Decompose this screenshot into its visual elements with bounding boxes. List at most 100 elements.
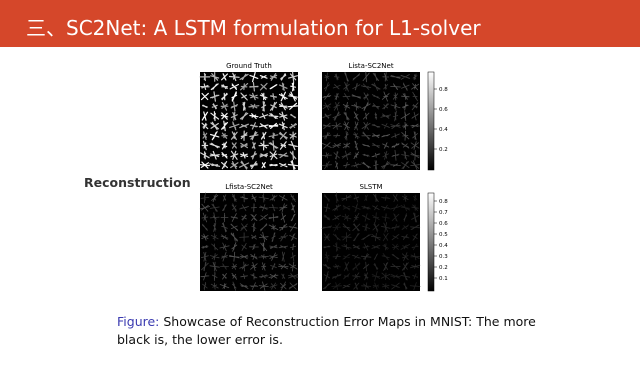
- colorbar-tick-label: 0.4: [439, 127, 448, 133]
- stroke: [390, 263, 401, 270]
- stroke: [288, 91, 298, 102]
- stroke: [231, 193, 237, 202]
- stroke: [258, 281, 269, 291]
- image: [200, 72, 298, 170]
- stroke: [402, 193, 409, 202]
- stroke: [380, 113, 391, 119]
- image-texture: [321, 71, 420, 170]
- stroke: [278, 91, 288, 102]
- stroke: [221, 92, 228, 101]
- stroke: [352, 73, 360, 81]
- stroke: [412, 131, 418, 141]
- stroke: [268, 113, 279, 119]
- stroke: [269, 252, 278, 261]
- stroke: [401, 262, 409, 271]
- stroke: [249, 122, 258, 130]
- stroke: [209, 142, 220, 149]
- stroke: [209, 150, 220, 160]
- stroke: [231, 142, 237, 149]
- stroke: [361, 101, 371, 112]
- stroke: [372, 222, 380, 233]
- colorbar-tick-label: 0.2: [439, 265, 448, 271]
- stroke: [211, 271, 218, 282]
- caption-label: Figure:: [117, 314, 160, 329]
- stroke: [371, 233, 381, 242]
- stroke: [248, 103, 260, 109]
- stroke: [412, 273, 418, 280]
- stroke: [390, 102, 401, 111]
- stroke: [239, 254, 249, 260]
- stroke: [382, 243, 389, 251]
- stroke: [322, 142, 332, 149]
- stroke: [373, 160, 379, 170]
- stroke: [290, 252, 296, 262]
- stroke: [402, 122, 409, 130]
- stroke: [289, 131, 297, 140]
- stroke: [231, 91, 238, 102]
- stroke: [251, 234, 257, 240]
- stroke: [382, 150, 389, 160]
- stroke: [202, 223, 208, 231]
- stroke: [278, 245, 288, 249]
- stroke: [240, 130, 248, 141]
- stroke: [287, 159, 299, 171]
- stroke: [353, 151, 360, 159]
- stroke: [332, 204, 342, 212]
- stroke: [371, 94, 380, 99]
- stroke: [333, 101, 340, 111]
- colorbar-tick-label: 0.3: [439, 254, 448, 260]
- stroke: [240, 92, 248, 101]
- stroke: [390, 274, 401, 279]
- stroke: [381, 194, 391, 201]
- stroke: [240, 83, 249, 91]
- stroke: [382, 103, 390, 110]
- stroke: [249, 131, 259, 141]
- stroke: [353, 233, 360, 242]
- stroke: [322, 93, 332, 100]
- stroke: [332, 254, 341, 260]
- stroke: [343, 111, 350, 121]
- stroke: [239, 232, 249, 242]
- stroke: [353, 282, 360, 290]
- stroke: [222, 273, 227, 280]
- stroke: [219, 283, 230, 289]
- stroke: [251, 141, 256, 150]
- stroke: [290, 213, 296, 222]
- stroke: [278, 131, 288, 140]
- stroke: [341, 150, 352, 160]
- stroke: [334, 73, 340, 81]
- stroke: [269, 163, 278, 167]
- stroke: [230, 213, 238, 222]
- stroke: [371, 152, 381, 158]
- stroke: [352, 223, 361, 232]
- stroke: [322, 122, 331, 129]
- stroke: [391, 143, 400, 148]
- colorbar-tick-label: 0.6: [439, 221, 448, 227]
- stroke: [261, 101, 267, 112]
- stroke: [321, 161, 332, 170]
- stroke: [241, 243, 247, 251]
- stroke: [240, 273, 248, 279]
- stroke: [240, 223, 248, 232]
- stroke: [362, 143, 370, 148]
- stroke: [239, 204, 249, 211]
- stroke: [230, 150, 239, 160]
- stroke: [200, 92, 209, 101]
- stroke: [278, 121, 288, 131]
- colorbar-tick-label: 0.5: [439, 232, 448, 238]
- stroke: [239, 283, 249, 289]
- stroke: [352, 244, 360, 250]
- stroke: [403, 282, 408, 290]
- panel-title: SLSTM: [359, 183, 382, 191]
- stroke: [361, 234, 371, 240]
- stroke: [321, 152, 332, 159]
- stroke: [220, 263, 229, 270]
- stroke: [360, 253, 372, 261]
- stroke: [332, 111, 341, 121]
- stroke: [322, 132, 332, 140]
- stroke: [249, 282, 259, 290]
- stroke: [278, 102, 288, 111]
- stroke: [250, 214, 258, 221]
- stroke: [331, 282, 342, 290]
- stroke: [391, 133, 400, 139]
